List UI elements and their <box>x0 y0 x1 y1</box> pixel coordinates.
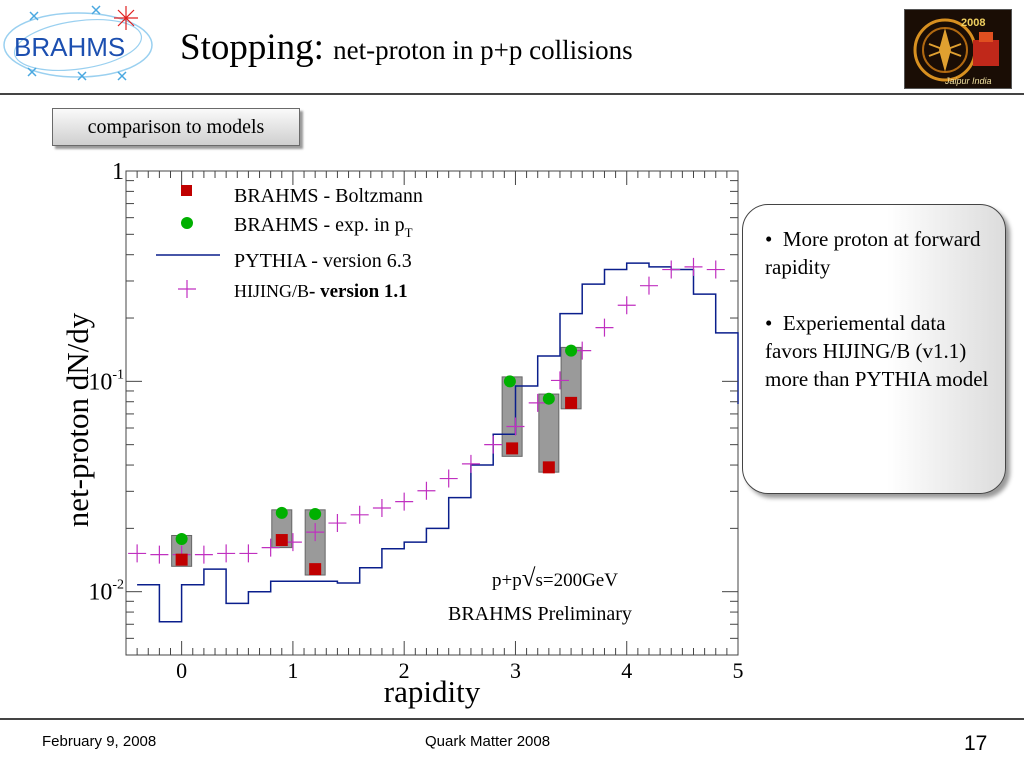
hijing-point <box>306 523 325 542</box>
quark-matter-logo: 2008 Jaipur India <box>904 9 1012 89</box>
legend: BRAHMS - Boltzmann BRAHMS - exp. in pT P… <box>156 185 423 302</box>
axis-ticks <box>125 171 739 656</box>
exp-pt-point <box>503 375 516 388</box>
title-main: Stopping: <box>180 27 324 68</box>
boltzmann-point <box>309 563 322 576</box>
y-tick-label: 1 <box>112 159 124 185</box>
y-tick-label: 10-1 <box>88 367 124 395</box>
legend-cross-marker <box>178 280 196 298</box>
hijing-point <box>372 498 391 517</box>
callout-bullet-2: • Experiemental data favors HIJING/B (v1… <box>765 311 989 391</box>
hijing-point <box>484 435 503 454</box>
hijing-point <box>528 393 547 412</box>
legend-label-boltzmann: BRAHMS - Boltzmann <box>234 185 423 207</box>
hijing-point <box>194 545 213 564</box>
hijing-point <box>506 417 525 436</box>
boltzmann-point <box>506 442 519 455</box>
x-tick-label: 2 <box>399 658 410 683</box>
hijing-point <box>617 296 636 315</box>
boltzmann-point <box>175 553 188 566</box>
footer-date: February 9, 2008 <box>42 733 157 750</box>
exp-pt-point <box>565 344 578 357</box>
hijing-point <box>417 481 436 500</box>
hijing-point <box>550 371 569 390</box>
conclusion-callout: • More proton at forward rapidity • Expe… <box>742 204 1006 494</box>
x-tick-label: 0 <box>176 658 187 683</box>
hijing-point <box>150 545 169 564</box>
pythia-histogram <box>137 262 739 623</box>
hijing-point <box>395 492 414 511</box>
legend-label-exp-pt: BRAHMS - exp. in pT <box>234 214 413 240</box>
x-tick-label: 1 <box>287 658 298 683</box>
exp-pt-point <box>275 506 288 519</box>
x-tick-label: 5 <box>733 658 744 683</box>
boltzmann-point <box>565 396 578 409</box>
hijing-point <box>328 514 347 533</box>
x-tick-label: 4 <box>621 658 632 683</box>
conf-logo-city: Jaipur India <box>944 76 992 86</box>
brahms-logo: BRAHMS <box>3 5 153 81</box>
exp-pt-point <box>542 392 555 405</box>
comparison-label: comparison to models <box>52 108 300 146</box>
header-divider <box>0 93 1024 95</box>
hijing-point <box>706 260 725 279</box>
slide-title: Stopping: net-proton in p+p collisions <box>180 26 633 69</box>
systematic-bands <box>171 346 582 576</box>
boltzmann-point <box>275 534 288 547</box>
legend-square-marker <box>181 185 192 196</box>
hijing-point <box>439 469 458 488</box>
energy-annotation: p+p√s=200GeV <box>492 565 618 592</box>
systematic-band <box>538 393 560 473</box>
title-subtitle: net-proton in p+p collisions <box>333 35 633 65</box>
legend-label-hijing: HIJING/B- version 1.1 <box>234 281 408 302</box>
y-axis-title: net-proton dN/dy <box>60 312 95 527</box>
hijing-point <box>662 260 681 279</box>
pythia-series <box>137 262 739 623</box>
hijing-point <box>239 544 258 563</box>
hijing-point <box>217 544 236 563</box>
footer-conference: Quark Matter 2008 <box>425 733 551 750</box>
hijing-point <box>684 257 703 276</box>
legend-label-pythia: PYTHIA - version 6.3 <box>234 250 412 272</box>
y-tick-label: 10-2 <box>88 578 124 606</box>
hijing-point <box>595 318 614 337</box>
preliminary-annotation: BRAHMS Preliminary <box>448 603 632 625</box>
boltzmann-point <box>542 461 555 474</box>
exp-pt-point <box>175 533 188 546</box>
hijing-point <box>461 454 480 473</box>
net-proton-plot: 0 1 2 3 4 5 1 10-1 10-2 rapidity net-pro… <box>60 159 744 709</box>
legend-circle-marker <box>181 217 193 229</box>
exp-pt-point <box>309 508 322 521</box>
page-number: 17 <box>964 732 988 755</box>
conf-logo-year: 2008 <box>961 17 985 29</box>
x-axis-title: rapidity <box>384 674 481 709</box>
plot-frame <box>125 170 739 656</box>
footer-divider <box>0 718 1024 720</box>
hijing-point <box>128 544 147 563</box>
brahms-logo-text: BRAHMS <box>14 32 125 62</box>
x-tick-label: 3 <box>510 658 521 683</box>
hijing-point <box>639 276 658 295</box>
hijing-point <box>350 505 369 524</box>
hijing-point <box>261 538 280 557</box>
brahms-points <box>175 344 578 576</box>
callout-bullet-1: • More proton at forward rapidity <box>765 227 981 279</box>
